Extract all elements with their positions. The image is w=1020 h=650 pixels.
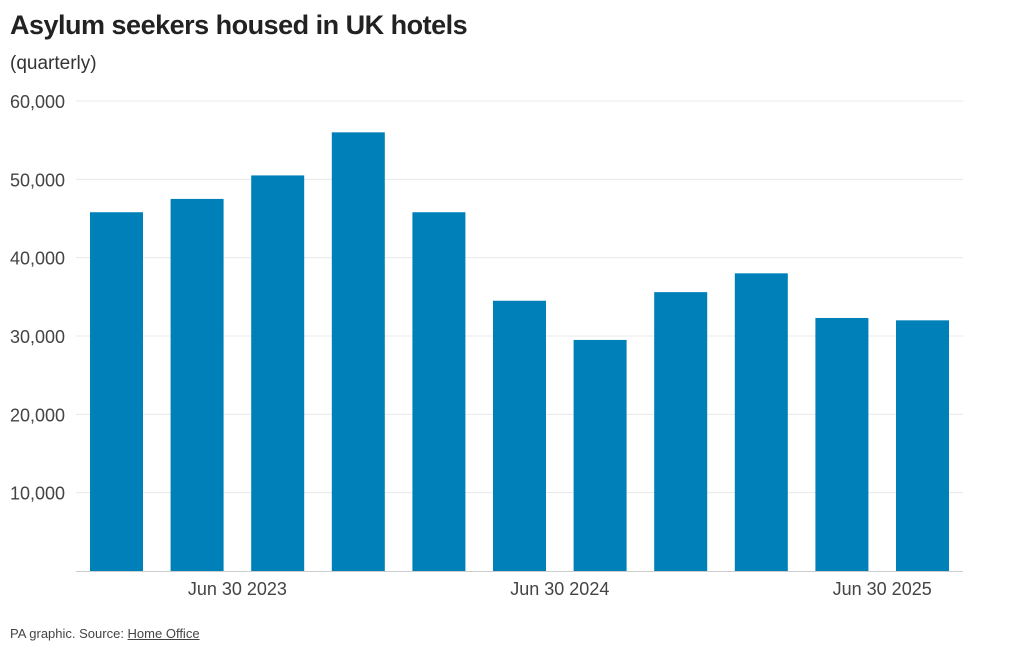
- bar: [90, 212, 143, 571]
- bar: [734, 273, 788, 571]
- source-link[interactable]: Home Office: [127, 626, 200, 641]
- y-tick-label: 20,000: [10, 405, 65, 425]
- bar: [654, 292, 708, 571]
- x-tick-label: Jun 30 2025: [833, 579, 932, 599]
- x-tick-label: Jun 30 2024: [510, 579, 609, 599]
- chart-subtitle: (quarterly): [10, 53, 97, 74]
- y-tick-label: 10,000: [10, 484, 65, 504]
- y-tick-label: 60,000: [10, 92, 65, 112]
- y-tick-label: 40,000: [10, 249, 65, 269]
- bar: [815, 317, 869, 571]
- bar: [331, 132, 385, 572]
- bar: [251, 175, 305, 571]
- source-note: PA graphic. Source: Home Office: [10, 626, 200, 641]
- bar: [412, 212, 466, 571]
- y-tick-label: 50,000: [10, 170, 65, 190]
- y-tick-label: 30,000: [10, 327, 65, 347]
- chart-title: Asylum seekers housed in UK hotels: [10, 10, 468, 40]
- x-tick-label: Jun 30 2023: [188, 579, 287, 599]
- bar: [896, 320, 949, 571]
- bar: [170, 198, 224, 571]
- source-prefix: PA graphic. Source:: [10, 626, 128, 641]
- bar: [493, 300, 546, 571]
- bar: [573, 339, 627, 571]
